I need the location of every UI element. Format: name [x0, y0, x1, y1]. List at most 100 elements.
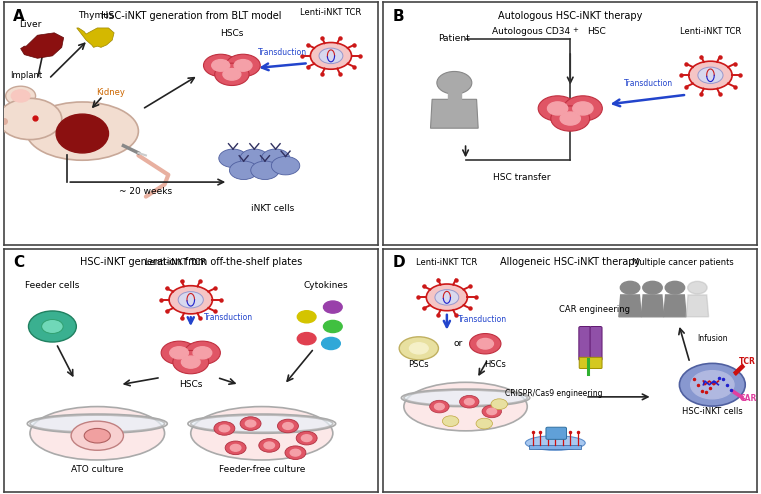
Text: Feeder cells: Feeder cells [25, 281, 80, 289]
Text: D: D [393, 255, 406, 270]
Circle shape [538, 96, 577, 121]
Text: B: B [393, 8, 404, 24]
Text: Lenti-iNKT TCR: Lenti-iNKT TCR [416, 257, 477, 267]
Text: +: + [572, 27, 578, 33]
Circle shape [426, 284, 467, 311]
Ellipse shape [56, 114, 109, 153]
Polygon shape [431, 99, 478, 128]
Text: C: C [13, 255, 24, 270]
Text: Liver: Liver [19, 20, 41, 29]
Circle shape [563, 96, 602, 121]
Circle shape [323, 321, 342, 332]
Ellipse shape [525, 436, 585, 450]
Circle shape [482, 405, 501, 418]
Circle shape [230, 161, 258, 179]
Circle shape [435, 289, 459, 305]
Circle shape [296, 431, 317, 445]
Text: Lenti-iNKT TCR: Lenti-iNKT TCR [680, 27, 741, 36]
Circle shape [430, 400, 449, 413]
Ellipse shape [400, 337, 438, 360]
Ellipse shape [26, 102, 139, 160]
Circle shape [298, 332, 316, 345]
FancyBboxPatch shape [546, 427, 566, 439]
Circle shape [225, 441, 246, 454]
Circle shape [298, 311, 316, 323]
Circle shape [680, 364, 745, 406]
Circle shape [547, 102, 568, 115]
Circle shape [620, 282, 640, 294]
Text: Implant: Implant [10, 71, 43, 80]
Text: TCR: TCR [738, 357, 756, 366]
Text: Autologous CD34: Autologous CD34 [492, 27, 570, 36]
Circle shape [170, 347, 189, 359]
Circle shape [665, 282, 685, 294]
Circle shape [464, 399, 474, 405]
Polygon shape [619, 295, 642, 317]
Polygon shape [686, 295, 708, 317]
Circle shape [264, 442, 275, 449]
Circle shape [470, 333, 501, 354]
Ellipse shape [191, 415, 333, 432]
Circle shape [323, 301, 342, 313]
Circle shape [551, 106, 590, 131]
Text: Lenti-iNKT TCR: Lenti-iNKT TCR [145, 257, 206, 267]
Text: HSC-iNKT cells: HSC-iNKT cells [682, 407, 743, 416]
Circle shape [285, 446, 306, 459]
Polygon shape [664, 295, 686, 317]
Circle shape [698, 67, 723, 83]
Text: CRISPR/Cas9 engineering: CRISPR/Cas9 engineering [505, 389, 602, 398]
Circle shape [259, 439, 280, 452]
Text: HSC-iNKT generation from BLT model: HSC-iNKT generation from BLT model [100, 11, 281, 21]
Circle shape [283, 422, 293, 429]
Text: HSC: HSC [587, 27, 606, 36]
Circle shape [231, 445, 240, 451]
Text: Patient: Patient [438, 34, 470, 43]
Text: Multiple cancer patients: Multiple cancer patients [632, 257, 734, 267]
Circle shape [437, 72, 472, 94]
Circle shape [0, 98, 62, 140]
Circle shape [272, 157, 300, 175]
Ellipse shape [71, 421, 123, 450]
Ellipse shape [191, 407, 333, 460]
Circle shape [181, 356, 200, 368]
Ellipse shape [404, 390, 527, 406]
Circle shape [251, 161, 279, 179]
Circle shape [491, 399, 508, 410]
Text: Transduction: Transduction [458, 315, 508, 324]
Ellipse shape [404, 382, 527, 431]
Text: or: or [454, 339, 463, 348]
Circle shape [278, 419, 298, 433]
Circle shape [169, 286, 212, 314]
Circle shape [161, 341, 197, 365]
Circle shape [178, 291, 203, 308]
Circle shape [560, 112, 581, 125]
Circle shape [203, 54, 238, 77]
FancyBboxPatch shape [529, 446, 581, 449]
Ellipse shape [409, 343, 428, 354]
Circle shape [476, 418, 492, 429]
Polygon shape [21, 33, 64, 58]
Circle shape [688, 282, 707, 294]
Circle shape [643, 282, 662, 294]
Circle shape [240, 149, 269, 167]
Text: ATO culture: ATO culture [71, 465, 123, 474]
Circle shape [689, 61, 732, 89]
Circle shape [212, 60, 230, 71]
Circle shape [435, 404, 444, 410]
Text: HSC transfer: HSC transfer [493, 172, 550, 182]
Circle shape [691, 370, 734, 399]
Circle shape [5, 86, 36, 106]
Text: Autologous HSC-iNKT therapy: Autologous HSC-iNKT therapy [498, 11, 642, 21]
Circle shape [487, 408, 497, 414]
Circle shape [42, 320, 63, 333]
Text: HSCs: HSCs [220, 30, 244, 39]
Circle shape [460, 395, 479, 408]
Text: ~ 20 weeks: ~ 20 weeks [119, 187, 173, 196]
Ellipse shape [30, 415, 164, 432]
Text: Infusion: Infusion [697, 334, 728, 343]
Circle shape [11, 90, 30, 102]
Circle shape [262, 149, 290, 167]
Text: Transduction: Transduction [204, 313, 253, 323]
Circle shape [184, 341, 221, 365]
Circle shape [290, 450, 301, 456]
